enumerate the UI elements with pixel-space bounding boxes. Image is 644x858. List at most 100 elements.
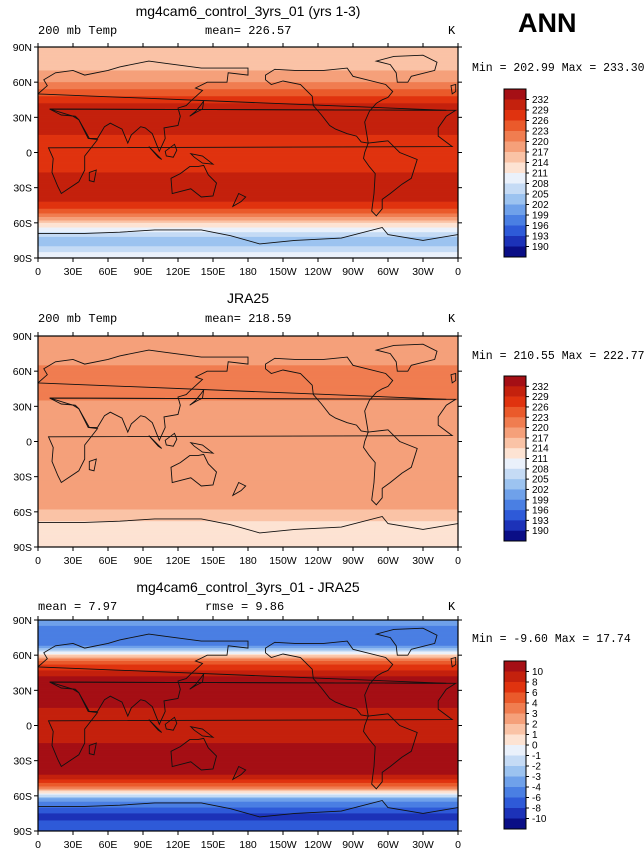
x-tick-label: 150E bbox=[201, 839, 226, 851]
field-band bbox=[38, 782, 458, 785]
field-band bbox=[38, 709, 458, 711]
field-band bbox=[38, 495, 458, 498]
field-band bbox=[38, 195, 458, 198]
field-band bbox=[38, 620, 458, 622]
field-band bbox=[38, 207, 458, 210]
x-tick-label: 30W bbox=[412, 555, 434, 567]
colorbar-label: 232 bbox=[532, 95, 549, 106]
field-band bbox=[38, 456, 458, 459]
field-band bbox=[38, 625, 458, 628]
field-band bbox=[38, 372, 458, 375]
x-tick-label: 0 bbox=[455, 555, 461, 567]
field-band bbox=[38, 753, 458, 756]
coastline bbox=[148, 435, 163, 449]
colorbar-swatch bbox=[504, 703, 526, 714]
x-tick-label: 30W bbox=[412, 839, 434, 851]
coastline bbox=[38, 633, 447, 726]
colorbar-swatch bbox=[504, 396, 526, 408]
x-tick-label: 180 bbox=[239, 266, 257, 278]
y-tick-label: 60S bbox=[13, 791, 32, 803]
field-band bbox=[38, 50, 458, 53]
x-tick-label: 60W bbox=[377, 555, 399, 567]
field-band bbox=[38, 395, 458, 398]
field-band bbox=[38, 216, 458, 219]
coastline bbox=[47, 108, 458, 195]
x-tick-label: 150W bbox=[269, 839, 297, 851]
colorbar-swatch bbox=[504, 376, 526, 387]
field-band bbox=[38, 448, 458, 451]
field-band bbox=[38, 106, 458, 109]
field-band bbox=[38, 442, 458, 445]
field-band bbox=[38, 232, 458, 234]
field-band bbox=[38, 407, 458, 410]
field-band bbox=[38, 665, 458, 668]
field-band bbox=[38, 812, 458, 815]
field-band bbox=[38, 254, 458, 257]
y-tick-label: 90S bbox=[13, 826, 32, 838]
field-band bbox=[38, 430, 458, 433]
field-band bbox=[38, 111, 458, 114]
x-tick-label: 90W bbox=[342, 555, 364, 567]
field-band bbox=[38, 695, 458, 697]
colorbar-label: 217 bbox=[532, 433, 549, 444]
colorbar-label: 2 bbox=[532, 720, 538, 731]
field-band bbox=[38, 733, 458, 736]
field-band bbox=[38, 539, 458, 542]
field-band bbox=[38, 663, 458, 666]
field-band bbox=[38, 89, 458, 91]
field-band bbox=[38, 721, 458, 724]
field-band bbox=[38, 428, 458, 431]
field-band bbox=[38, 125, 458, 128]
x-tick-label: 30E bbox=[64, 266, 83, 278]
field-band bbox=[38, 699, 458, 702]
field-band bbox=[38, 502, 458, 505]
field-band bbox=[38, 233, 458, 236]
field-band bbox=[38, 774, 458, 777]
field-band bbox=[38, 343, 458, 345]
y-tick-label: 30N bbox=[13, 112, 32, 124]
field-band bbox=[38, 150, 458, 152]
field-band bbox=[38, 225, 458, 227]
field-band bbox=[38, 339, 458, 342]
field-band bbox=[38, 171, 458, 174]
colorbar-label: 199 bbox=[532, 211, 549, 222]
colorbar-swatch bbox=[504, 225, 526, 237]
colorbar-label: 193 bbox=[532, 516, 549, 527]
field-band bbox=[38, 727, 458, 730]
field-band bbox=[38, 208, 458, 211]
field-band bbox=[38, 161, 458, 164]
field-band bbox=[38, 754, 458, 757]
field-band bbox=[38, 239, 458, 242]
field-band bbox=[38, 350, 458, 352]
field-band bbox=[38, 133, 458, 136]
field-band bbox=[38, 675, 458, 677]
field-band bbox=[38, 818, 458, 820]
field-band bbox=[38, 252, 458, 254]
field-band bbox=[38, 427, 458, 430]
field-band bbox=[38, 148, 458, 151]
field-band bbox=[38, 386, 458, 389]
field-band bbox=[38, 84, 458, 87]
field-band bbox=[38, 391, 458, 393]
field-band bbox=[38, 201, 458, 204]
field-band bbox=[38, 166, 458, 169]
colorbar-swatch bbox=[504, 152, 526, 163]
field-band bbox=[38, 724, 458, 727]
field-band bbox=[38, 156, 458, 158]
field-band bbox=[38, 740, 458, 743]
y-tick-label: 30S bbox=[13, 472, 32, 484]
colorbar-label: 190 bbox=[532, 526, 549, 537]
field-band bbox=[38, 110, 458, 113]
field-band bbox=[38, 745, 458, 748]
field-band bbox=[38, 385, 458, 388]
field-band bbox=[38, 510, 458, 513]
field-band bbox=[38, 439, 458, 441]
field-band bbox=[38, 491, 458, 494]
field-band bbox=[38, 703, 458, 705]
field-band bbox=[38, 78, 458, 81]
field-band bbox=[38, 79, 458, 82]
field-band bbox=[38, 245, 458, 247]
colorbar-label: 202 bbox=[532, 200, 549, 211]
field-band bbox=[38, 184, 458, 186]
field-band bbox=[38, 403, 458, 406]
